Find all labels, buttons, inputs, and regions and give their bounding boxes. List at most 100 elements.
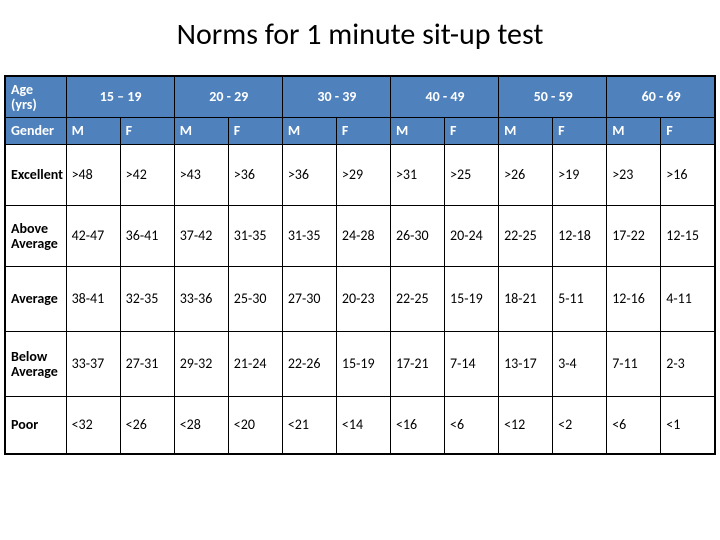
data-cell: >25	[445, 145, 499, 206]
data-value: 32-35	[121, 287, 174, 310]
row-label: Average	[6, 287, 66, 310]
data-value: 5-11	[553, 287, 606, 310]
gender-f: F	[445, 119, 498, 142]
data-cell: 26-30	[390, 206, 444, 267]
data-cell: 32-35	[120, 267, 174, 332]
row-label: Above Average	[6, 217, 66, 256]
data-cell: <21	[282, 397, 336, 455]
gender-cell: F	[228, 118, 282, 145]
gender-label-cell: Gender	[5, 118, 66, 145]
data-value: 22-26	[283, 352, 336, 375]
data-value: >36	[283, 163, 336, 186]
age-group-cell: 60 - 69	[607, 76, 715, 118]
age-group-label: 30 - 39	[283, 85, 390, 108]
data-value: >26	[499, 163, 552, 186]
data-value: 22-25	[391, 287, 444, 310]
slide: Norms for 1 minute sit-up test Age (yrs)…	[0, 0, 720, 540]
data-value: 12-16	[607, 287, 660, 310]
data-value: >48	[67, 163, 120, 186]
data-cell: 12-18	[553, 206, 607, 267]
header-row-age: Age (yrs) 15 – 19 20 - 29 30 - 39 40 - 4…	[5, 76, 715, 118]
age-group-label: 60 - 69	[607, 85, 714, 108]
norms-table: Age (yrs) 15 – 19 20 - 29 30 - 39 40 - 4…	[4, 75, 716, 455]
gender-m: M	[607, 119, 660, 142]
data-cell: 27-30	[282, 267, 336, 332]
age-label-cell: Age (yrs)	[5, 76, 66, 118]
data-value: 15-19	[445, 287, 498, 310]
data-cell: 7-14	[445, 332, 499, 397]
data-cell: 15-19	[445, 267, 499, 332]
data-cell: 20-24	[445, 206, 499, 267]
gender-cell: M	[174, 118, 228, 145]
data-value: 29-32	[175, 352, 228, 375]
gender-cell: M	[499, 118, 553, 145]
gender-cell: M	[390, 118, 444, 145]
age-group-label: 50 - 59	[499, 85, 606, 108]
row-label: Below Average	[6, 345, 66, 384]
gender-m: M	[175, 119, 228, 142]
data-cell: 38-41	[66, 267, 120, 332]
data-value: 7-14	[445, 352, 498, 375]
data-cell: >31	[390, 145, 444, 206]
data-value: 36-41	[121, 224, 174, 247]
data-cell: 27-31	[120, 332, 174, 397]
data-value: <28	[175, 413, 228, 436]
data-value: 22-25	[499, 224, 552, 247]
data-cell: 15-19	[336, 332, 390, 397]
data-value: 26-30	[391, 224, 444, 247]
data-cell: 4-11	[661, 267, 715, 332]
data-cell: <28	[174, 397, 228, 455]
gender-cell: M	[282, 118, 336, 145]
data-value: 2-3	[661, 352, 714, 375]
data-value: 18-21	[499, 287, 552, 310]
data-cell: <14	[336, 397, 390, 455]
data-cell: <32	[66, 397, 120, 455]
data-value: 33-36	[175, 287, 228, 310]
data-value: >36	[229, 163, 282, 186]
data-value: 27-31	[121, 352, 174, 375]
data-value: 20-23	[337, 287, 390, 310]
data-value: >19	[553, 163, 606, 186]
data-cell: <12	[499, 397, 553, 455]
data-value: 4-11	[661, 287, 714, 310]
gender-cell: F	[553, 118, 607, 145]
data-cell: >23	[607, 145, 661, 206]
data-cell: 37-42	[174, 206, 228, 267]
data-cell: <2	[553, 397, 607, 455]
table-row: Above Average 42-47 36-41 37-42 31-35 31…	[5, 206, 715, 267]
data-cell: <6	[607, 397, 661, 455]
data-cell: >42	[120, 145, 174, 206]
age-group-label: 20 - 29	[175, 85, 282, 108]
data-value: 20-24	[445, 224, 498, 247]
data-value: 37-42	[175, 224, 228, 247]
data-cell: 17-22	[607, 206, 661, 267]
gender-f: F	[229, 119, 282, 142]
data-value: 33-37	[67, 352, 120, 375]
gender-cell: F	[445, 118, 499, 145]
data-value: 15-19	[337, 352, 390, 375]
data-cell: 33-37	[66, 332, 120, 397]
age-group-cell: 20 - 29	[174, 76, 282, 118]
data-value: 42-47	[67, 224, 120, 247]
data-value: 31-35	[229, 224, 282, 247]
table-row: Poor <32 <26 <28 <20 <21 <14 <16 <6 <12 …	[5, 397, 715, 455]
data-value: <1	[661, 413, 714, 436]
data-value: >43	[175, 163, 228, 186]
data-cell: 22-25	[499, 206, 553, 267]
gender-f: F	[661, 119, 714, 142]
data-cell: 17-21	[390, 332, 444, 397]
data-value: 24-28	[337, 224, 390, 247]
gender-f: F	[553, 119, 606, 142]
table-row: Below Average 33-37 27-31 29-32 21-24 22…	[5, 332, 715, 397]
data-cell: 20-23	[336, 267, 390, 332]
data-cell: >36	[228, 145, 282, 206]
data-cell: 22-25	[390, 267, 444, 332]
page-title: Norms for 1 minute sit-up test	[4, 16, 716, 53]
age-group-label: 15 – 19	[67, 85, 174, 108]
data-value: 25-30	[229, 287, 282, 310]
gender-m: M	[499, 119, 552, 142]
gender-cell: F	[661, 118, 715, 145]
data-cell: >43	[174, 145, 228, 206]
data-cell: >29	[336, 145, 390, 206]
data-value: 17-22	[607, 224, 660, 247]
